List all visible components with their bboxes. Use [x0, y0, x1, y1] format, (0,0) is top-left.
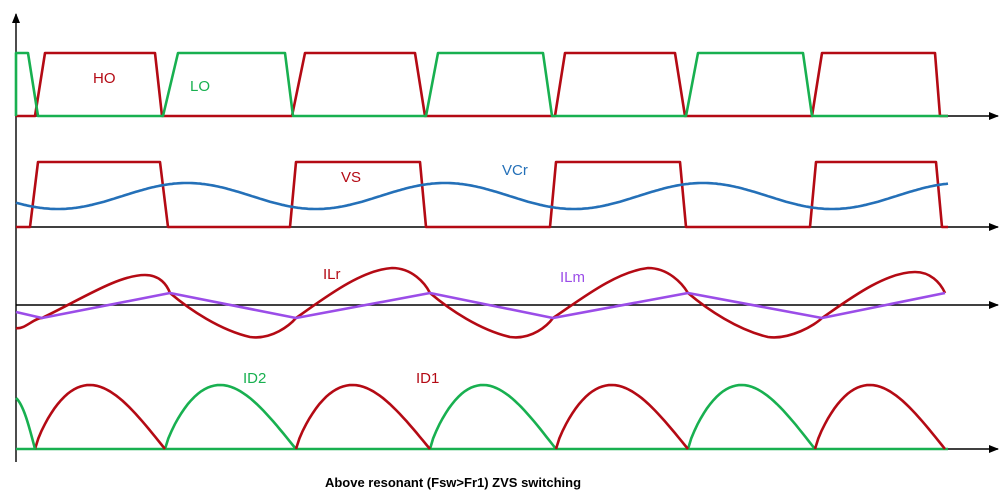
diode-current-waveforms [15, 383, 948, 451]
diagram-caption: Above resonant (Fsw>Fr1) ZVS switching [325, 475, 581, 490]
id1-hump-4 [813, 383, 947, 450]
id2-hump-2 [428, 383, 558, 450]
id1-hump-2 [294, 383, 431, 450]
ilr-waveform [15, 266, 947, 339]
vcr-waveform [15, 181, 949, 211]
vcr-label: VCr [502, 162, 528, 179]
ho-pulse-train [16, 51, 948, 118]
lo-waveform [14, 51, 948, 118]
id1-hump-3 [554, 383, 690, 450]
ho-waveform [16, 51, 948, 118]
lo-pulse-train [14, 51, 948, 118]
ho-label: HO [93, 70, 116, 87]
id1-hump-1 [33, 383, 167, 450]
id2-label: ID2 [243, 370, 266, 387]
lo-label: LO [190, 78, 210, 95]
ilr-label: ILr [323, 266, 341, 283]
id1-label: ID1 [416, 370, 439, 387]
vs-waveform [16, 160, 948, 229]
id2-leading-tail [15, 397, 37, 450]
ilm-waveform [15, 291, 946, 320]
id2-hump-3 [686, 383, 817, 450]
ilm-label: ILm [560, 269, 585, 286]
vs-label: VS [341, 169, 361, 186]
id2-hump-1 [163, 383, 298, 450]
